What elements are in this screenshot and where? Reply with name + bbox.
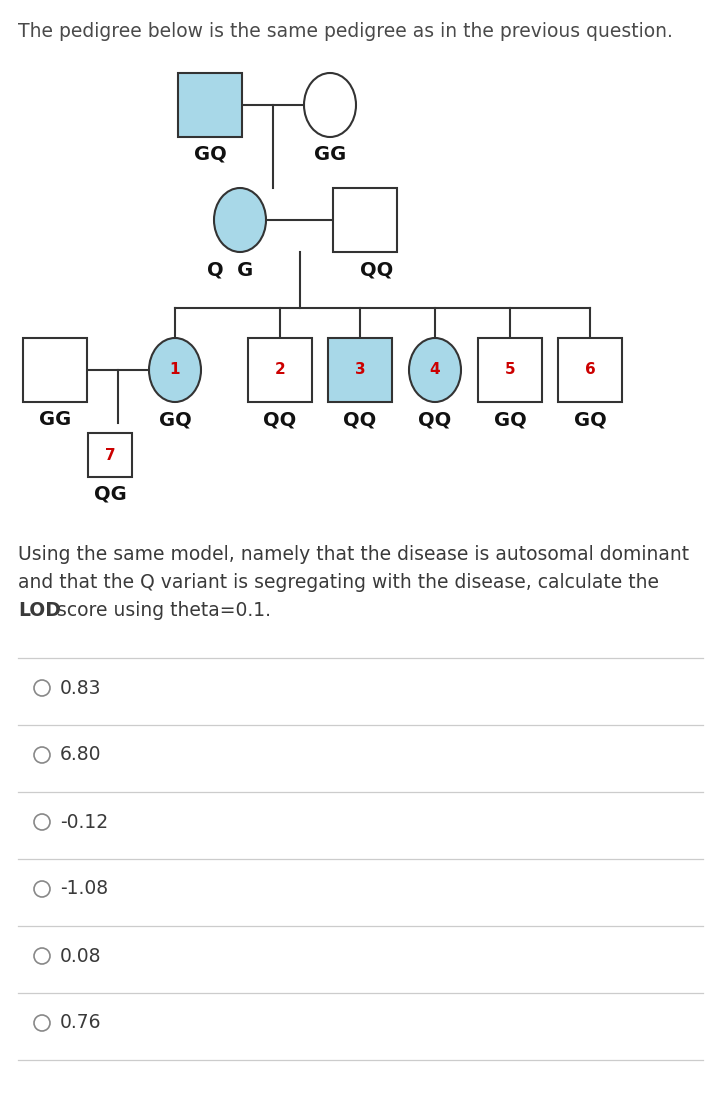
Bar [178,73,242,137]
Text: 6.80: 6.80 [60,745,102,765]
Bar [88,433,132,477]
Text: QQ: QQ [360,260,394,279]
Text: 6: 6 [585,363,596,377]
Text: 2: 2 [275,363,286,377]
Bar [478,338,542,402]
Circle shape [34,948,50,964]
Bar [328,338,392,402]
Text: -1.08: -1.08 [60,879,108,899]
Text: 1: 1 [169,363,180,377]
Bar [248,338,312,402]
Text: 0.83: 0.83 [60,678,102,698]
Text: GQ: GQ [194,145,226,164]
Text: 0.08: 0.08 [60,946,102,966]
Ellipse shape [214,188,266,252]
Text: QQ: QQ [263,410,296,429]
Text: 3: 3 [355,363,366,377]
Text: GQ: GQ [159,410,191,429]
Text: 4: 4 [430,363,441,377]
Circle shape [34,881,50,897]
Text: GQ: GQ [574,410,606,429]
Bar [333,188,397,252]
Ellipse shape [149,338,201,402]
Bar [23,338,87,402]
Circle shape [34,814,50,830]
Text: and that the Q variant is segregating with the disease, calculate the: and that the Q variant is segregating wi… [18,573,659,592]
Text: 7: 7 [105,447,115,463]
Text: QG: QG [94,485,126,504]
Text: QQ: QQ [418,410,451,429]
Text: 5: 5 [505,363,516,377]
Text: GQ: GQ [494,410,526,429]
Circle shape [34,1015,50,1031]
Text: Using the same model, namely that the disease is autosomal dominant: Using the same model, namely that the di… [18,545,689,564]
Text: Q  G: Q G [207,260,253,279]
Text: The pedigree below is the same pedigree as in the previous question.: The pedigree below is the same pedigree … [18,22,673,41]
Ellipse shape [409,338,461,402]
Text: score using theta=0.1.: score using theta=0.1. [51,601,271,620]
Text: QQ: QQ [343,410,376,429]
Text: GG: GG [314,145,346,164]
Bar [558,338,622,402]
Circle shape [34,680,50,696]
Text: GG: GG [39,410,71,429]
Ellipse shape [304,73,356,137]
Text: -0.12: -0.12 [60,812,108,832]
Text: 0.76: 0.76 [60,1013,102,1032]
Text: LOD: LOD [18,601,61,620]
Circle shape [34,747,50,763]
